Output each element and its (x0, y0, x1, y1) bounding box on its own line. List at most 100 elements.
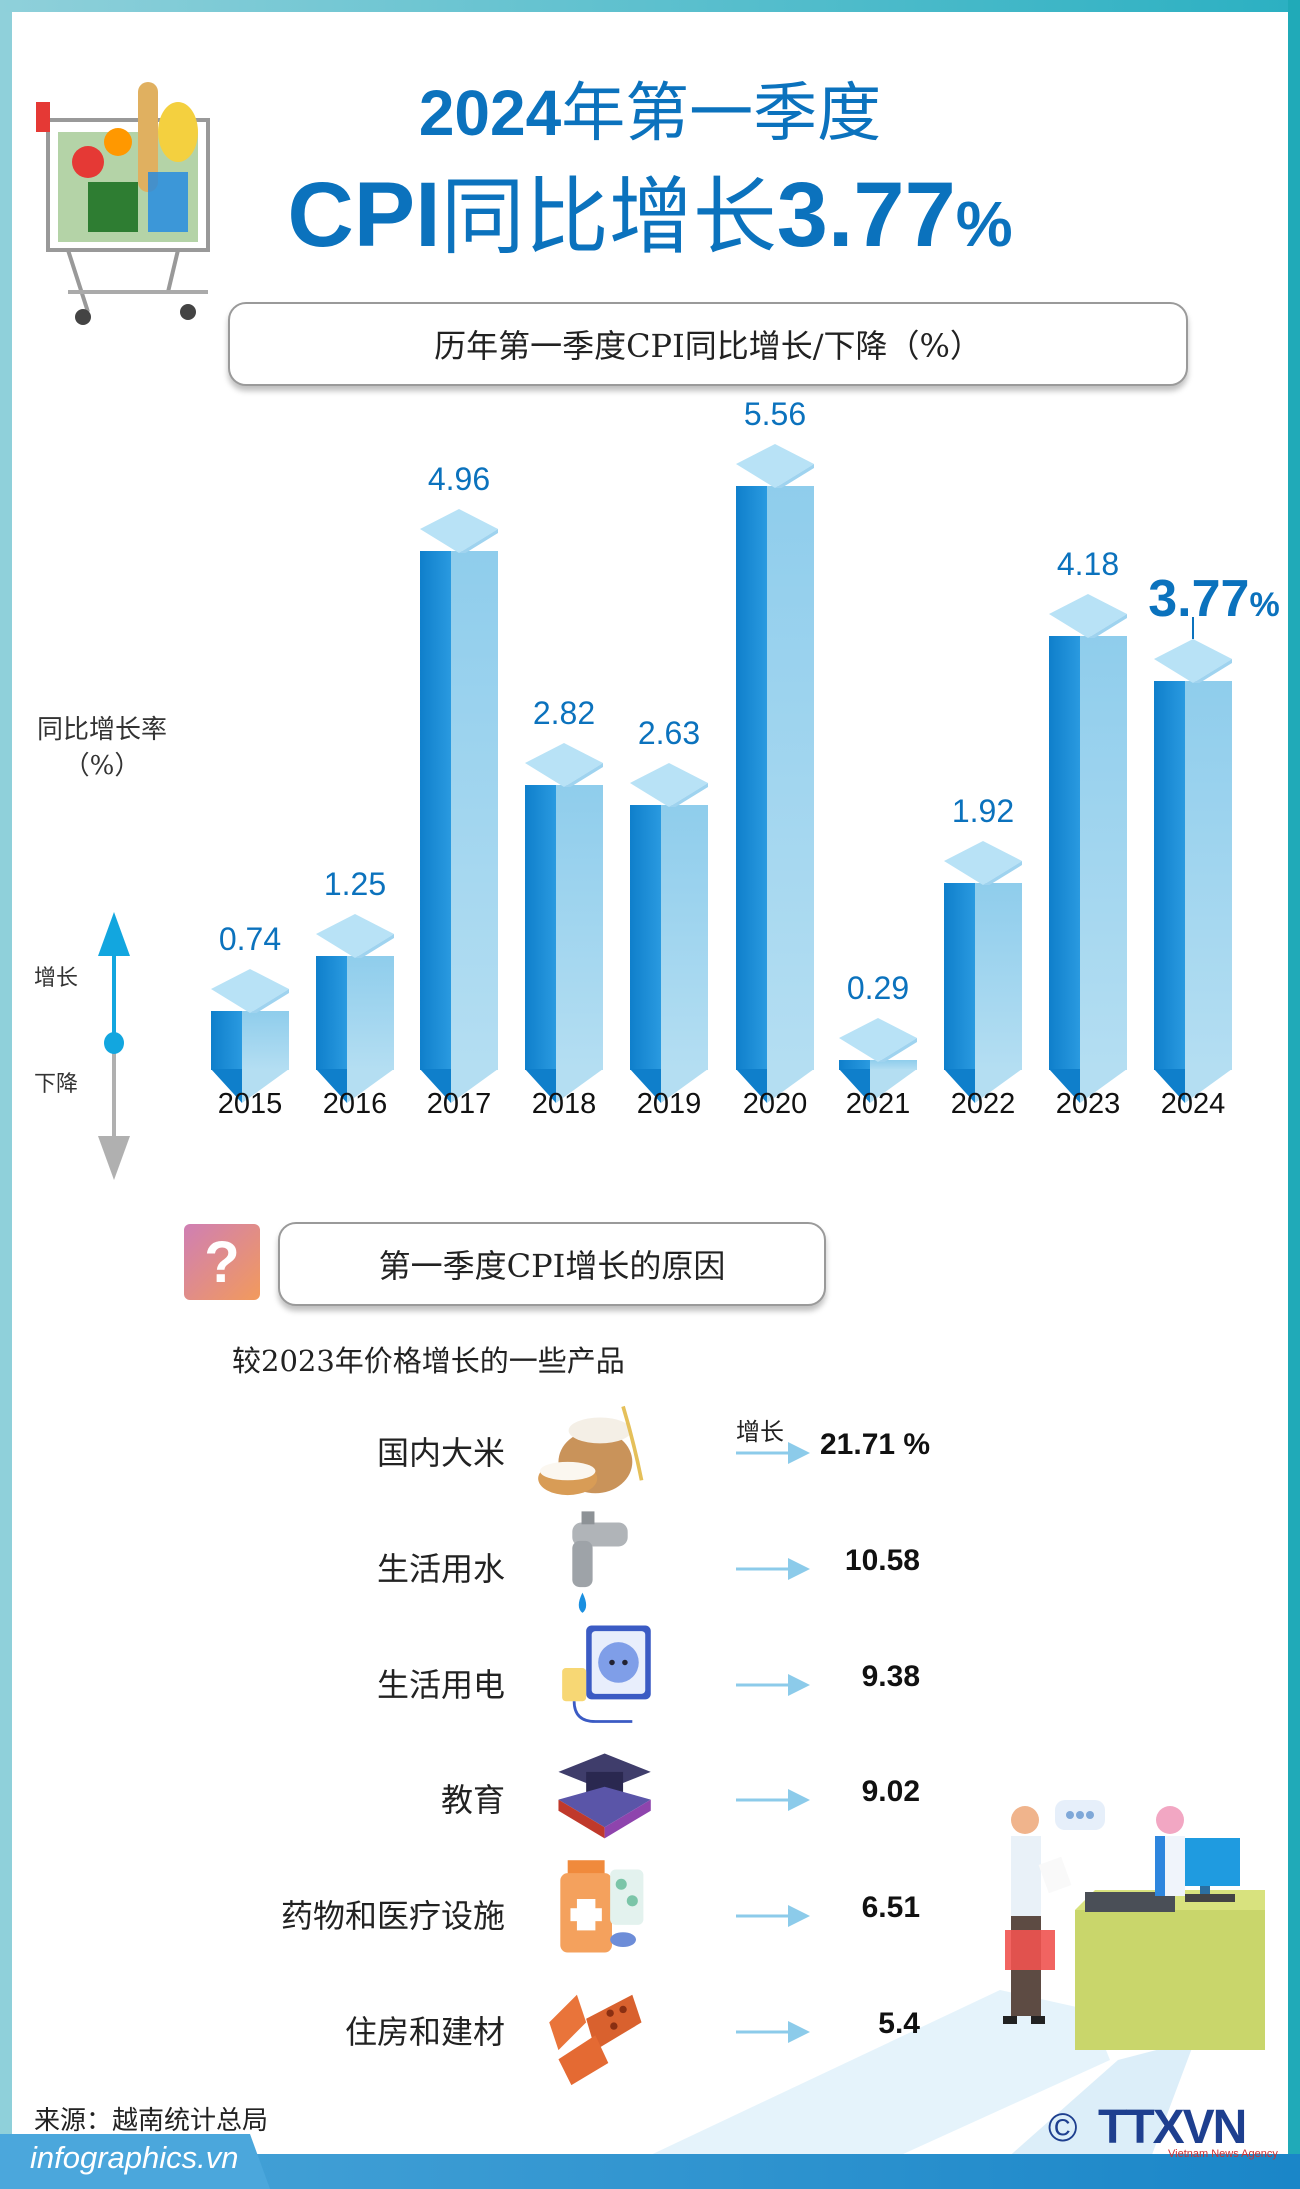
bar-bottom-point (420, 1069, 498, 1103)
bar-value-label: 2.63 (637, 715, 701, 751)
product-row: 教育 9.02 (0, 1753, 1300, 1885)
comparison-label: 较2023年价格增长的一些产品 (232, 1344, 625, 1378)
bar-face-left (736, 486, 767, 1070)
bar-2024: 3.77% 2024 (1148, 0, 1279, 1200)
bar-2015: 0.74 2015 (211, 0, 289, 1200)
chart-subtitle-box: 历年第一季度CPI同比增长/下降（%） (228, 302, 1188, 386)
ttxvn-logo: © TTXVN Vietnam News Agency (1048, 2100, 1278, 2162)
bar-face-right (1185, 681, 1232, 1070)
x-tick-label: 2017 (426, 1088, 492, 1120)
copyright-icon: © (1048, 2106, 1078, 2150)
bar-top-cap (839, 1018, 917, 1062)
bar-face-left (630, 805, 661, 1070)
increase-label: 增长 (736, 1418, 784, 1446)
x-tick-label: 2023 (1055, 1088, 1121, 1120)
arrow-right-icon (736, 1905, 810, 1927)
bar-face-left (211, 1011, 242, 1070)
bar-2022: 1.92 2022 (944, 0, 1022, 1200)
axis-origin-dot (104, 1032, 124, 1054)
bar-face-right (661, 805, 708, 1070)
graduation-cap-icon (558, 1753, 651, 1839)
bar-2018: 2.82 2018 (525, 0, 603, 1200)
highlight-value: 3.77 (1148, 570, 1250, 628)
y-axis-label: 同比增长率 （%） (22, 712, 182, 784)
water-tap-icon (572, 1511, 628, 1613)
bar-2023: 4.18 2023 (1049, 0, 1127, 1200)
y-axis-label-unit: （%） (63, 751, 141, 781)
bar-bottom-point (736, 1069, 814, 1103)
agency-subtitle: Vietnam News Agency (1168, 2148, 1278, 2160)
bar-value-label: 1.92 (951, 793, 1015, 829)
bar-value-label: 0.74 (218, 921, 282, 957)
product-row: 国内大米 21.71 % (0, 1405, 1300, 1538)
product-increase-value: 10.58 (844, 1544, 920, 1577)
product-row: 药物和医疗设施 6.51 (0, 1860, 1300, 2001)
bar-top-cap (1049, 594, 1127, 638)
bar-face-right (870, 1060, 917, 1070)
bar-value-label: 5.56 (743, 396, 807, 432)
bar-face-right (242, 1011, 289, 1070)
chart-subtitle: 历年第一季度CPI同比增长/下降（%） (434, 327, 982, 365)
product-increase-value: 6.51 (861, 1891, 920, 1924)
product-row: 生活用水 10.58 (0, 1511, 1300, 1654)
product-name: 药物和医疗设施 (280, 1897, 505, 1935)
arrow-down-icon (98, 1136, 130, 1180)
product-name: 国内大米 (376, 1434, 505, 1472)
bar-face-right (556, 785, 603, 1070)
bar-top-cap (211, 969, 289, 1013)
growth-axis-line (112, 918, 116, 1044)
bricks-icon (549, 1994, 642, 2086)
rice-icon (538, 1405, 644, 1496)
footer-brand-tab (0, 2134, 270, 2189)
checkout-scene-illustration (1003, 1800, 1265, 2050)
product-name: 生活用水 (376, 1550, 505, 1588)
product-name: 住房和建材 (344, 2013, 505, 2051)
y-axis-label-text: 同比增长率 (36, 715, 167, 745)
title-year: 2024 (418, 77, 562, 149)
arrow-right-icon (736, 2021, 810, 2043)
product-row: 生活用电 9.38 (0, 1625, 1300, 1770)
bar-top-cap (316, 914, 394, 958)
arrow-right-icon (736, 1558, 810, 1580)
bar-face-right (347, 956, 394, 1070)
bar-face-left (1049, 636, 1080, 1070)
reasons-title-box: 第一季度CPI增长的原因 (278, 1222, 826, 1306)
brand-link[interactable]: infographics.vn (30, 2140, 239, 2175)
bar-bottom-point (1049, 1069, 1127, 1103)
bar-bottom-point (211, 1069, 289, 1103)
bar-chart: 0.74 2015 1.25 2016 4.96 2017 2.82 2018 2.63 2019… (211, 0, 1280, 1200)
arrow-right-icon (736, 1789, 810, 1811)
legend-increase: 增长 (34, 966, 79, 991)
bar-2020: 5.56 2020 (736, 0, 814, 1200)
medicine-icon (560, 1860, 644, 1953)
arrow-right-icon (736, 1442, 810, 1464)
x-tick-label: 2022 (950, 1088, 1016, 1120)
highlight-pointer-line (1192, 617, 1194, 639)
bar-top-cap (525, 743, 603, 787)
bar-bottom-point (839, 1069, 917, 1103)
bar-face-left (839, 1060, 870, 1070)
bar-top-cap (1154, 639, 1232, 683)
x-tick-label: 2020 (742, 1088, 808, 1120)
bar-face-left (525, 785, 556, 1070)
bar-2017: 4.96 2017 (420, 0, 498, 1200)
bar-face-left (944, 883, 975, 1070)
bar-bottom-point (944, 1069, 1022, 1103)
x-tick-label: 2015 (217, 1088, 283, 1120)
bar-face-right (1080, 636, 1127, 1070)
main-title-line2: CPI同比增长3.77% (0, 150, 1300, 271)
reasons-title: 第一季度CPI增长的原因 (378, 1247, 726, 1285)
agency-logo-text: TTXVN (1098, 2101, 1247, 2154)
bar-bottom-point (1154, 1069, 1232, 1103)
bar-top-cap (420, 509, 498, 553)
title-cpi: CPI (287, 164, 441, 266)
bar-bottom-point (630, 1069, 708, 1103)
arrow-right-icon (736, 1674, 810, 1696)
legend-decrease: 下降 (34, 1072, 79, 1097)
bar-face-right (767, 486, 814, 1070)
bar-bottom-point (525, 1069, 603, 1103)
title-quarter: 年第一季度 (561, 77, 882, 151)
bar-2021: 0.29 2021 (839, 0, 917, 1200)
product-row: 住房和建材 5.4 (0, 1994, 1300, 2117)
bar-face-left (420, 551, 451, 1070)
